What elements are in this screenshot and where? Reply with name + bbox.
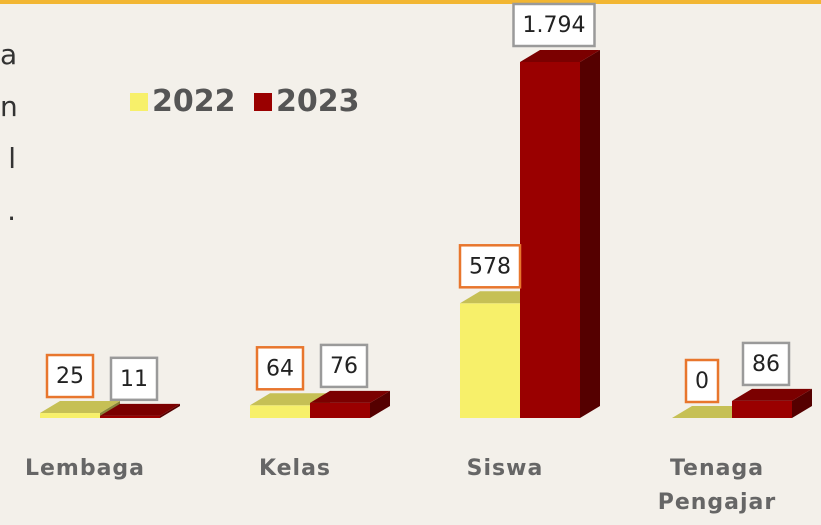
bar-front <box>100 415 160 418</box>
value-label-box <box>512 2 596 48</box>
legend-swatch <box>130 93 148 111</box>
bar-front <box>732 400 792 418</box>
value-label: 86 <box>752 352 780 377</box>
bar-front <box>310 402 370 418</box>
bar-front <box>250 405 310 418</box>
bar-front <box>460 303 520 418</box>
bar <box>310 390 390 418</box>
value-label: 25 <box>56 364 84 389</box>
value-label-box <box>741 341 791 387</box>
value-label: 64 <box>266 356 294 381</box>
value-label: 1.794 <box>523 13 586 38</box>
cropped-text: a <box>0 38 18 71</box>
value-label: 11 <box>120 367 148 392</box>
x-tick-label: Lembaga <box>24 456 146 481</box>
bar <box>520 50 600 418</box>
legend-label: 2022 <box>152 84 236 119</box>
x-tick-label: Tenaga Pengajar <box>657 456 777 515</box>
value-label-box <box>319 343 369 389</box>
bar-top <box>250 393 330 406</box>
value-label-box <box>45 353 95 399</box>
x-tick-label: Kelas <box>258 456 332 481</box>
cropped-text: n <box>0 90 18 123</box>
top-border <box>0 0 821 4</box>
bar-top <box>520 50 600 62</box>
bar-top <box>310 390 390 403</box>
bar-top <box>732 388 812 401</box>
bar-top <box>40 401 120 414</box>
value-label-box <box>458 244 522 289</box>
legend-label: 2023 <box>276 84 360 119</box>
value-label-box <box>255 346 305 391</box>
bar <box>100 403 180 418</box>
bar-side <box>792 388 812 418</box>
cropped-text: . <box>7 194 16 227</box>
x-tick-label: Siswa <box>466 456 544 481</box>
value-label-box <box>684 358 720 404</box>
legend-swatch <box>254 93 272 111</box>
value-label-box <box>109 356 159 402</box>
bar-side <box>370 390 390 418</box>
value-label: 0 <box>695 369 709 394</box>
bar-top <box>100 403 180 416</box>
bar-front <box>520 62 580 418</box>
bar <box>732 388 812 418</box>
value-label: 578 <box>469 254 511 279</box>
value-label: 76 <box>330 354 358 379</box>
bar-side <box>160 403 180 418</box>
bar-front <box>40 413 100 418</box>
bar-side <box>580 50 600 418</box>
cropped-text: l <box>8 142 16 175</box>
